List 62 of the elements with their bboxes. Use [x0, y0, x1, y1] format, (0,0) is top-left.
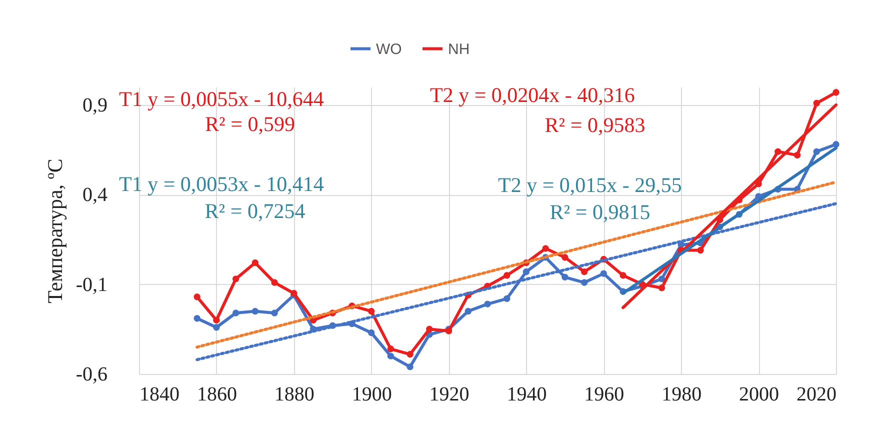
point — [580, 268, 588, 276]
y-tick-label: -0,1 — [76, 274, 108, 296]
x-tick-label: 1960 — [584, 384, 624, 406]
point — [580, 279, 588, 286]
x-tick-label: 1940 — [506, 384, 547, 406]
point — [562, 254, 568, 261]
point — [484, 300, 491, 308]
point — [813, 148, 820, 155]
point — [562, 274, 568, 280]
x-tick-label: 1980 — [662, 384, 702, 406]
x-tick-label: 1900 — [352, 384, 392, 406]
point — [658, 284, 666, 292]
annotation: R² = 0,9815 — [550, 200, 650, 224]
point — [252, 259, 259, 266]
annotation: T1 y = 0,0053x - 10,414 — [119, 172, 324, 196]
point — [406, 363, 414, 370]
point — [213, 316, 220, 324]
y-tick-label: 0,9 — [82, 94, 108, 116]
point — [406, 350, 414, 358]
point — [387, 352, 394, 360]
point — [252, 308, 259, 315]
point — [542, 245, 549, 252]
point — [522, 268, 530, 276]
point — [774, 148, 782, 155]
point — [794, 152, 801, 159]
point — [368, 308, 375, 315]
point — [658, 276, 666, 282]
annotation: R² = 0,9583 — [544, 113, 646, 137]
point — [426, 326, 433, 333]
x-tick-label: 2020 — [796, 384, 836, 406]
legend-label: NH — [448, 40, 470, 58]
point — [271, 310, 278, 316]
point — [194, 294, 200, 300]
point — [813, 100, 820, 106]
point — [504, 272, 510, 279]
x-tick-label: 1880 — [274, 384, 314, 406]
point — [271, 279, 278, 286]
point — [232, 310, 240, 316]
x-tick-label: 1860 — [196, 384, 237, 406]
point — [368, 329, 375, 336]
x-tick-label: 1920 — [429, 384, 470, 406]
y-tick-label: 0,4 — [82, 184, 108, 206]
point — [697, 246, 704, 254]
x-tick-label: 1840 — [140, 384, 180, 406]
point — [620, 272, 626, 279]
point — [600, 270, 608, 277]
annotation: R² = 0,7254 — [204, 199, 306, 223]
annotation: T2 y = 0,015x - 29,55 — [498, 173, 682, 197]
y-axis-title: Температура, ºC — [42, 158, 67, 304]
point — [194, 315, 200, 322]
legend-label: WO — [376, 40, 402, 58]
annotation: R² = 0,599 — [205, 112, 295, 136]
point — [387, 346, 394, 352]
y-tick-label: -0,6 — [76, 364, 108, 386]
point — [504, 295, 510, 302]
point — [213, 324, 220, 331]
point — [832, 89, 840, 96]
annotation: T1 y = 0,0055x - 10,644 — [119, 87, 324, 111]
x-tick-label: 2000 — [739, 384, 780, 406]
point — [232, 276, 240, 282]
point — [464, 308, 472, 315]
annotation: T2 y = 0,0204x - 40,316 — [430, 83, 635, 107]
